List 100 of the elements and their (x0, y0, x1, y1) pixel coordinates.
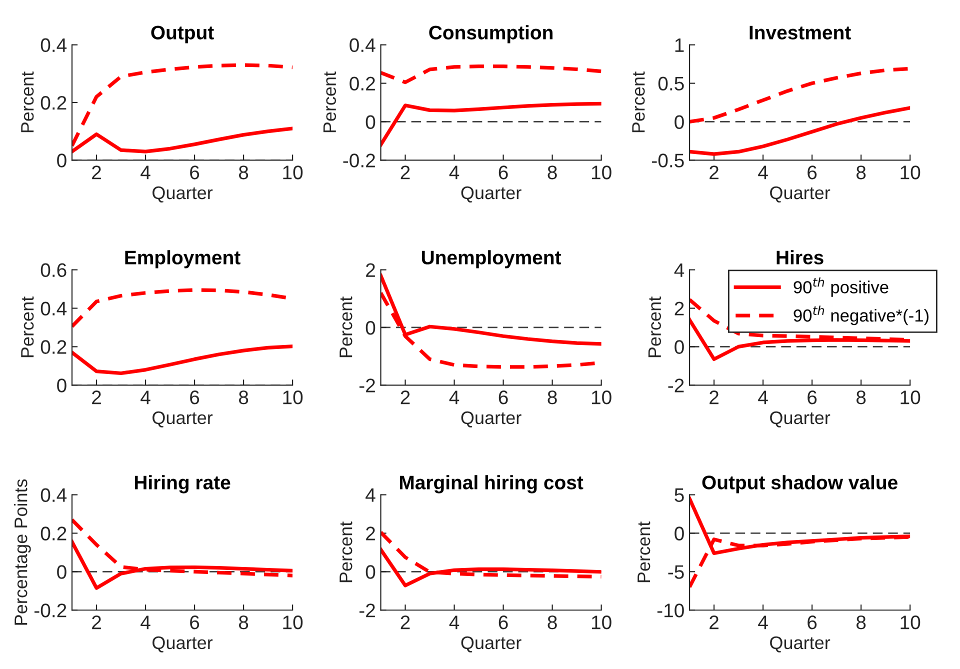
y-axis-title: Percent (340, 521, 352, 582)
x-tick-label: 4 (758, 390, 768, 404)
line-series (380, 102, 602, 147)
y-tick-label: -0.5 (652, 154, 684, 168)
y-tick-label: 0.4 (40, 38, 67, 52)
x-tick-label: 8 (238, 616, 248, 630)
x-axis-title: Quarter (770, 411, 830, 428)
x-tick-label: 6 (190, 616, 200, 630)
y-tick-label: 0 (674, 340, 684, 354)
y-tick-label: 2 (366, 526, 375, 540)
x-tick-label: 6 (808, 390, 817, 404)
x-axis-title: Quarter (461, 186, 522, 202)
x-tick-label: 2 (710, 166, 718, 180)
y-tick-label: 2 (674, 302, 684, 316)
x-tick-label: 2 (400, 166, 410, 180)
x-tick-label: 6 (808, 166, 817, 180)
x-tick-label: 2 (400, 616, 410, 630)
line-series (690, 106, 910, 156)
line-series (380, 64, 602, 84)
y-tick-label: 0.4 (40, 302, 67, 316)
y-tick-label: 0.5 (658, 76, 684, 91)
y-tick-label: -0.2 (34, 604, 66, 618)
x-tick-label: 4 (140, 390, 150, 404)
x-tick-label: 2 (92, 166, 101, 180)
x-tick-label: 2 (92, 390, 101, 404)
y-tick-label: -2 (359, 378, 375, 392)
x-tick-label: 6 (498, 616, 508, 630)
y-tick-label: 0.2 (40, 96, 66, 110)
legend-label: 90$^{th}$ negative*(-1) (794, 306, 928, 326)
x-tick-label: 10 (900, 390, 920, 404)
x-tick-label: 10 (283, 166, 303, 180)
x-tick-label: 10 (592, 390, 612, 404)
y-tick-label: -5 (668, 565, 684, 579)
x-tick-label: 6 (190, 166, 200, 180)
y-tick-label: 0.2 (350, 76, 375, 91)
x-tick-label: 6 (498, 390, 508, 404)
y-tick-label: 0 (366, 320, 376, 335)
x-tick-label: 8 (856, 616, 866, 630)
x-axis-title: Quarter (461, 411, 522, 428)
y-tick-label: 0.6 (40, 263, 66, 278)
x-tick-label: 2 (710, 390, 718, 404)
y-tick-label: 0 (57, 378, 66, 392)
x-tick-label: 6 (190, 390, 200, 404)
x-tick-label: 10 (283, 616, 303, 630)
x-tick-label: 2 (92, 616, 101, 630)
y-tick-label: 2 (366, 263, 375, 277)
y-axis-title: Percent (340, 296, 352, 358)
x-tick-label: 8 (548, 616, 557, 630)
chart-title: Hires (776, 250, 824, 264)
chart-title: Investment (750, 26, 851, 40)
x-tick-label: 8 (548, 166, 557, 180)
x-tick-label: 6 (498, 166, 508, 180)
x-tick-label: 10 (900, 166, 920, 180)
y-tick-label: -10 (657, 604, 684, 618)
legend-label: 90$^{th}$ positive (794, 277, 888, 297)
y-tick-label: 0.2 (40, 340, 66, 354)
y-tick-label: 0.4 (40, 488, 67, 502)
chart-title: Output (151, 26, 214, 44)
y-tick-label: 0 (366, 115, 376, 129)
y-axis-title: Percent (638, 521, 650, 582)
y-tick-label: 5 (674, 488, 684, 502)
y-axis-title: Percent (632, 72, 645, 132)
x-axis-title: Quarter (152, 411, 213, 428)
x-axis-title: Quarter (461, 636, 522, 652)
y-axis-title: Percent (21, 72, 34, 132)
y-tick-label: 0 (57, 565, 66, 579)
y-tick-label: 0 (674, 526, 684, 540)
y-axis-title: Percent (648, 296, 662, 358)
x-tick-label: 4 (449, 390, 460, 404)
x-tick-label: 8 (856, 390, 866, 404)
x-tick-label: 8 (238, 166, 248, 180)
line-series (72, 344, 293, 376)
y-tick-label: 0 (366, 565, 376, 579)
chart-title: Marginal hiring cost (400, 475, 584, 494)
y-tick-label: 0 (57, 154, 66, 168)
x-tick-label: 8 (856, 166, 866, 180)
chart-title: Consumption (429, 25, 552, 44)
x-tick-label: 8 (238, 390, 248, 404)
x-axis-title: Quarter (770, 186, 830, 202)
x-tick-label: 2 (400, 390, 410, 404)
x-axis-title: Quarter (152, 636, 213, 652)
x-tick-label: 6 (808, 616, 817, 630)
y-tick-label: 0 (674, 115, 684, 129)
x-tick-label: 4 (449, 166, 460, 180)
y-tick-label: -0.2 (343, 154, 375, 168)
y-tick-label: 1 (675, 38, 684, 52)
x-tick-label: 8 (548, 390, 557, 404)
x-tick-label: 10 (592, 616, 612, 630)
x-tick-label: 2 (710, 616, 718, 630)
line-series (690, 66, 910, 124)
y-tick-label: -2 (668, 378, 684, 392)
x-tick-label: 4 (758, 616, 768, 630)
x-tick-label: 4 (140, 616, 150, 630)
x-tick-label: 10 (592, 166, 612, 180)
x-axis-title: Quarter (152, 186, 213, 202)
x-tick-label: 10 (900, 616, 920, 630)
chart-title: Output shadow value (702, 475, 898, 494)
x-tick-label: 4 (758, 166, 768, 180)
y-tick-label: 0.2 (40, 526, 66, 540)
x-tick-label: 4 (449, 616, 460, 630)
